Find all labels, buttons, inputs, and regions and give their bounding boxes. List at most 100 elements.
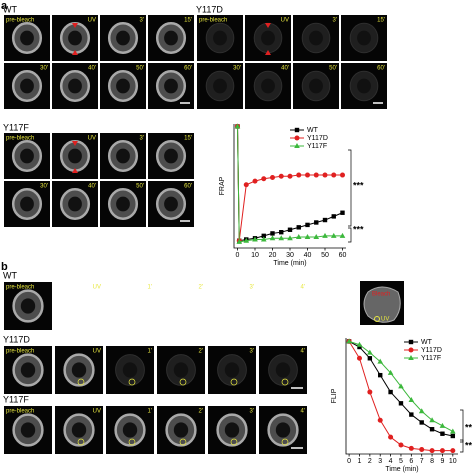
nucleus: [20, 78, 34, 94]
x-tick-label: 10: [449, 458, 457, 465]
marker: [357, 344, 362, 350]
legend-label: Y117F: [421, 355, 441, 362]
bleach-spot: [179, 378, 187, 386]
marker: [322, 217, 328, 223]
nucleus: [309, 30, 323, 46]
significance: ***: [353, 180, 364, 190]
bleach-spot: [179, 438, 187, 446]
marker: [260, 236, 267, 242]
legend-label: WT: [421, 339, 433, 346]
group-label: WT: [3, 4, 17, 14]
group-label: Y117F: [3, 394, 29, 404]
marker: [322, 172, 328, 178]
marker: [429, 448, 435, 454]
x-tick-label: 4: [389, 458, 393, 465]
nucleus: [173, 422, 189, 438]
nucleus: [261, 78, 275, 94]
nucleus: [20, 362, 36, 378]
nucleus: [261, 30, 275, 46]
blank-frame: [208, 282, 256, 330]
legend-marker: [408, 339, 414, 345]
time-label: UV: [281, 18, 289, 24]
marker: [252, 178, 258, 184]
bracket: [348, 149, 352, 227]
nucleus: [20, 298, 36, 314]
time-label: 3': [333, 18, 337, 24]
x-tick-label: 20: [269, 252, 277, 259]
marker: [409, 412, 414, 417]
marker: [314, 220, 319, 225]
x-tick-label: 1: [358, 458, 362, 465]
marker: [296, 225, 301, 230]
nucleus: [68, 196, 82, 212]
nucleus: [357, 30, 371, 46]
nucleus: [164, 30, 178, 46]
nucleus: [68, 148, 82, 164]
time-label: 60': [377, 66, 385, 72]
time-label: pre-bleach: [6, 349, 34, 355]
significance: **: [465, 422, 473, 432]
nucleus: [122, 362, 138, 378]
marker: [252, 236, 258, 242]
legend-marker: [294, 135, 300, 141]
x-tick-label: 7: [420, 458, 424, 465]
x-tick-label: 60: [339, 252, 347, 259]
marker: [331, 172, 337, 178]
marker: [305, 222, 310, 228]
marker: [367, 356, 373, 361]
legend-label: Y117D: [421, 347, 442, 354]
arrow: [72, 168, 78, 173]
time-label: UV: [88, 18, 96, 24]
nucleus: [164, 196, 178, 212]
nucleus: [122, 422, 138, 438]
marker: [279, 229, 284, 235]
time-label: 2': [199, 285, 203, 291]
time-label: pre-bleach: [6, 18, 34, 24]
bleach-spot: [77, 378, 85, 386]
marker: [243, 237, 250, 243]
time-label: 30': [40, 184, 48, 190]
marker: [287, 227, 293, 232]
y-axis-label: FRAP: [219, 176, 226, 195]
marker: [295, 234, 302, 240]
bracket: [460, 409, 464, 443]
marker: [439, 448, 445, 454]
nucleus: [224, 422, 240, 438]
marker: [270, 174, 275, 180]
marker: [313, 234, 320, 240]
nucleus: [20, 422, 36, 438]
time-label: 3': [250, 349, 254, 355]
legend-label: Y117F: [307, 143, 327, 150]
x-tick-label: 40: [304, 252, 312, 259]
time-label: 3': [250, 409, 254, 415]
bleach-label: Bleach: [372, 292, 390, 298]
x-tick-label: 8: [430, 458, 434, 465]
arrow: [72, 23, 78, 28]
marker: [367, 349, 373, 355]
marker: [269, 235, 276, 241]
nucleus: [224, 362, 240, 378]
marker: [378, 372, 383, 378]
marker: [340, 172, 345, 178]
marker: [367, 389, 373, 395]
bleach-spot: [230, 438, 238, 446]
marker: [304, 234, 311, 240]
time-label: 15': [377, 18, 385, 24]
bleach-spot: [77, 438, 85, 446]
marker: [408, 445, 414, 451]
marker: [450, 433, 456, 439]
nucleus: [116, 196, 130, 212]
legend-marker: [408, 355, 414, 360]
marker: [305, 172, 310, 178]
group-label: Y117D: [3, 334, 30, 344]
marker: [296, 172, 302, 178]
time-label: 3': [140, 18, 144, 24]
panel-letter: b: [1, 261, 8, 273]
time-label: 50': [136, 184, 144, 190]
axes: [233, 124, 346, 249]
marker: [377, 417, 383, 423]
marker: [356, 341, 363, 347]
time-label: 3': [140, 136, 144, 142]
